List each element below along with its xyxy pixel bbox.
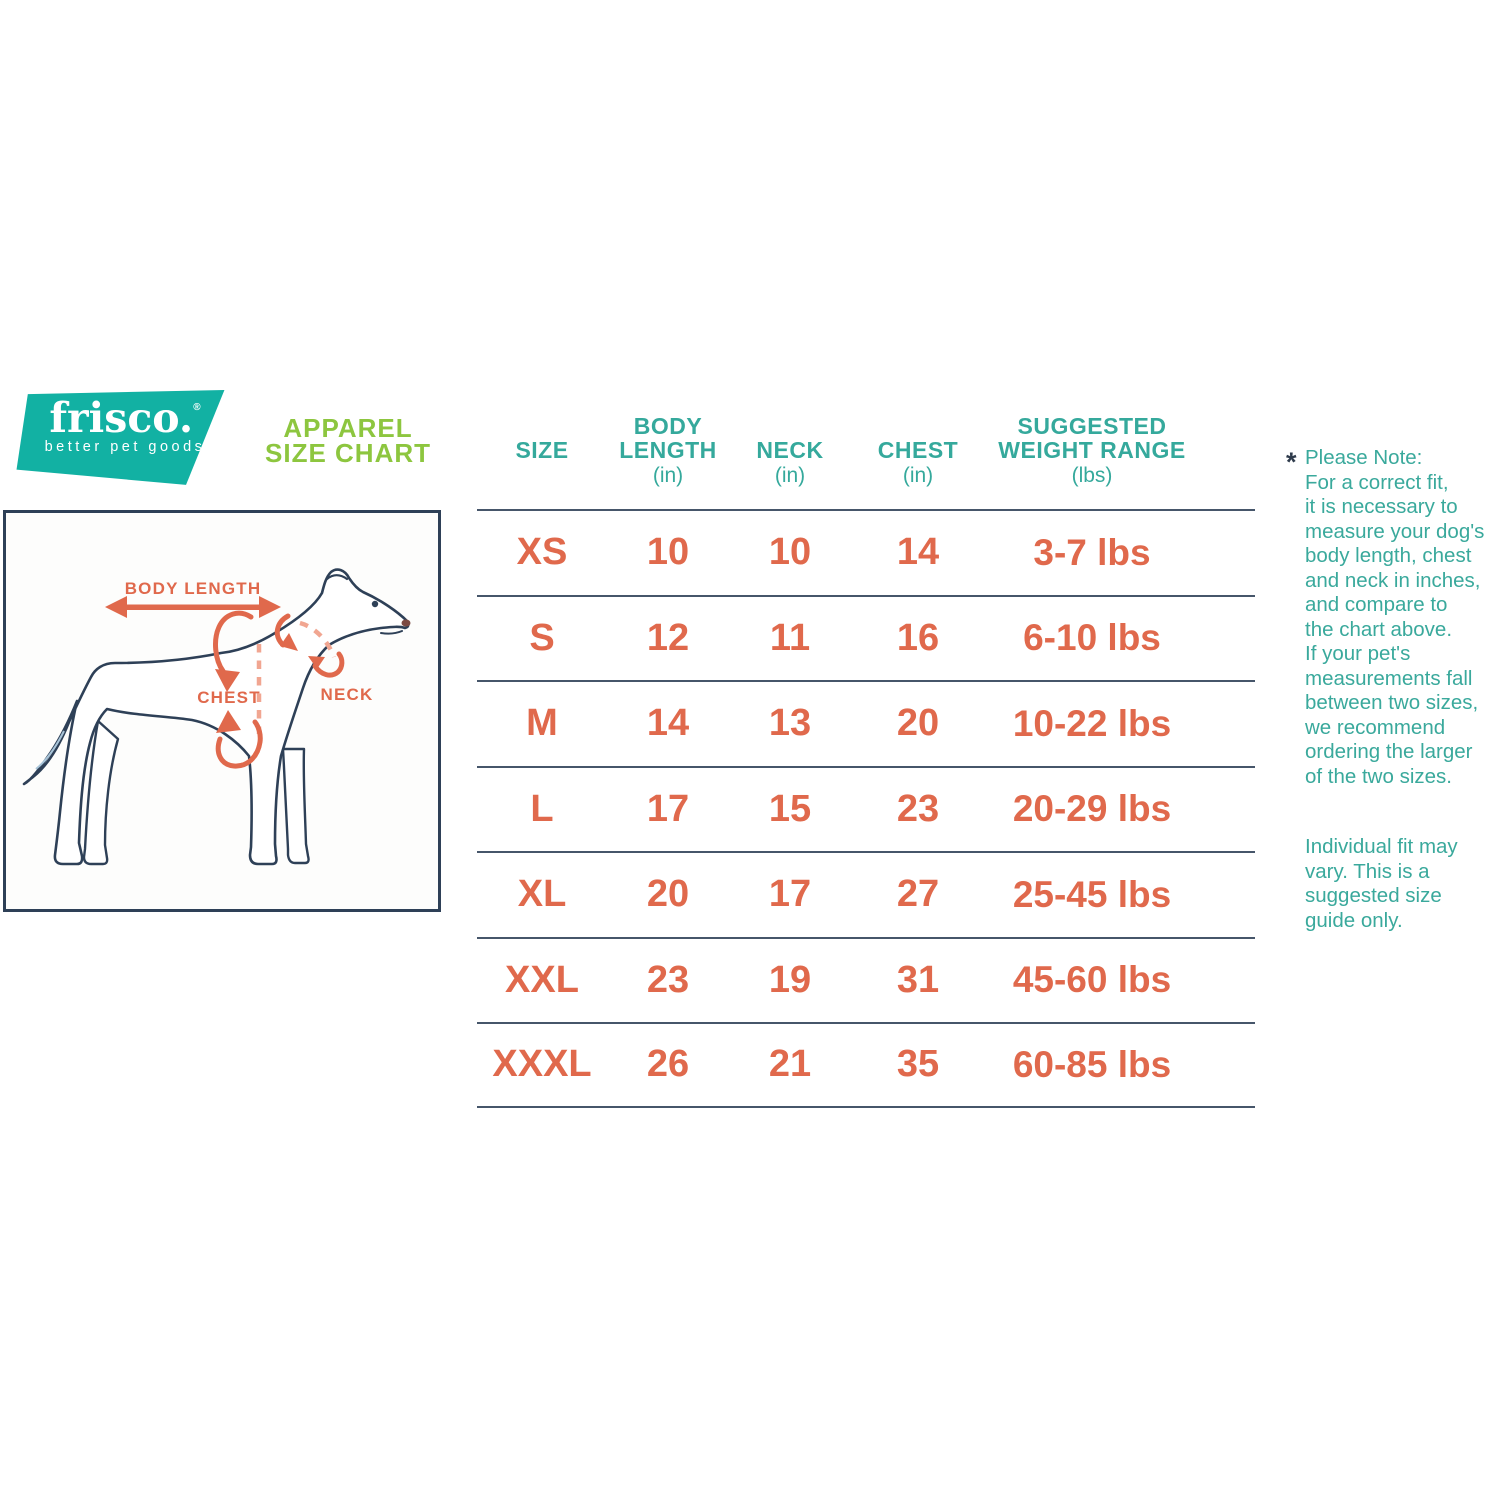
cell-size: L <box>530 787 554 830</box>
cell-size: XS <box>516 531 568 574</box>
neck-arrowhead-down <box>280 633 298 651</box>
header-unit: (in) <box>902 464 934 487</box>
cell-body-length: 10 <box>646 531 690 574</box>
cell-size: XXL <box>505 958 579 1001</box>
neck-ellipse-arrows <box>274 613 345 678</box>
table-row-l: L 17 15 23 20-29 lbs <box>477 765 1255 852</box>
cell-weight: 6-10 lbs <box>1023 617 1161 659</box>
table-row-s: S 12 11 16 6-10 lbs <box>477 594 1255 681</box>
chest-label: CHEST <box>197 688 261 707</box>
tail-highlight-line <box>35 730 65 770</box>
chest-arrowhead-up <box>216 710 241 733</box>
arrowhead-left <box>105 596 127 618</box>
cell-chest: 35 <box>896 1043 940 1086</box>
cell-size: M <box>526 702 558 745</box>
body-length-arrow <box>105 596 281 618</box>
header-label: SUGGESTED WEIGHT RANGE <box>998 413 1186 463</box>
cell-chest: 14 <box>896 531 940 574</box>
cell-weight: 20-29 lbs <box>1012 788 1172 830</box>
dog-diagram-svg: BODY LENGTH CHEST NECK <box>22 568 411 866</box>
col-header-body-length: BODY LENGTH (in) <box>607 400 729 509</box>
cell-neck: 21 <box>768 1043 812 1086</box>
header-label: BODY LENGTH <box>619 413 717 463</box>
cell-chest: 16 <box>896 616 940 659</box>
size-table: SIZE BODY LENGTH (in) NECK (in) CHEST (i… <box>477 400 1255 1108</box>
cell-chest: 23 <box>896 787 940 830</box>
col-header-weight-range: SUGGESTED WEIGHT RANGE (lbs) <box>985 400 1255 509</box>
cell-weight: 25-45 lbs <box>1012 873 1172 915</box>
cell-neck: 15 <box>768 787 812 830</box>
header-unit: (in) <box>774 464 806 487</box>
cell-neck: 17 <box>768 873 812 916</box>
neck-dashed-arc <box>299 620 337 658</box>
body-length-label: BODY LENGTH <box>125 579 262 598</box>
note-paragraph-1: Please Note: For a correct fit, it is ne… <box>1305 446 1485 788</box>
frisco-logo-wordmark: frisco.® <box>17 398 225 439</box>
table-row-xs: XS 10 10 14 3-7 lbs <box>477 509 1255 595</box>
dog-face-details <box>325 574 411 635</box>
cell-weight: 10-22 lbs <box>1012 702 1172 744</box>
cell-chest: 31 <box>896 958 940 1001</box>
nose-dot <box>401 619 411 627</box>
arrowhead-right <box>259 596 281 618</box>
dog-illustration <box>22 568 410 866</box>
col-header-chest: CHEST (in) <box>851 400 985 509</box>
ear-inner-line <box>325 574 349 581</box>
cell-body-length: 17 <box>646 787 690 830</box>
logo-tagline: better pet goods <box>44 439 206 455</box>
table-row-xl: XL 20 17 27 25-45 lbs <box>477 851 1255 937</box>
table-row-xxxl: XXXL 26 21 35 60-85 lbs <box>477 1022 1255 1108</box>
cell-neck: 13 <box>768 702 812 745</box>
cell-size: XXXL <box>492 1043 592 1086</box>
cell-body-length: 26 <box>646 1043 690 1086</box>
cell-body-length: 23 <box>646 958 690 1001</box>
brand-text: frisco. <box>49 394 194 442</box>
cell-chest: 20 <box>896 702 940 745</box>
col-header-neck: NECK (in) <box>729 400 851 509</box>
cell-body-length: 14 <box>646 702 690 745</box>
cell-weight: 45-60 lbs <box>1012 959 1172 1001</box>
header-label: NECK <box>756 437 824 463</box>
table-row-m: M 14 13 20 10-22 lbs <box>477 680 1255 766</box>
cell-neck: 10 <box>768 531 812 574</box>
table-header-row: SIZE BODY LENGTH (in) NECK (in) CHEST (i… <box>477 400 1255 509</box>
cell-neck: 19 <box>768 958 812 1001</box>
table-row-xxl: XXL 23 19 31 45-60 lbs <box>477 936 1255 1023</box>
header-unit: (lbs) <box>1071 464 1113 487</box>
chest-arrowhead-down <box>215 669 240 692</box>
chest-ellipse-arrows <box>213 610 263 769</box>
dog-measurement-diagram: BODY LENGTH CHEST NECK <box>3 510 441 912</box>
cell-weight: 3-7 lbs <box>1033 531 1151 573</box>
dog-far-legs <box>82 719 310 866</box>
mouth-line <box>380 630 403 635</box>
cell-size: XL <box>517 873 567 916</box>
cell-chest: 27 <box>896 873 940 916</box>
cell-body-length: 12 <box>646 616 690 659</box>
page-title: APPAREL SIZE CHART <box>265 413 431 468</box>
cell-weight: 60-85 lbs <box>1012 1043 1172 1085</box>
neck-arrowhead-up <box>308 656 325 669</box>
cell-size: S <box>529 616 555 659</box>
sizing-note: * Please Note: For a correct fit, it is … <box>1286 446 1500 933</box>
eye-dot <box>371 600 379 608</box>
cell-body-length: 20 <box>646 873 690 916</box>
frisco-logo-banner: frisco.® better pet goods <box>16 390 225 485</box>
header-label: CHEST <box>877 437 959 463</box>
registered-mark: ® <box>193 402 201 413</box>
neck-label: NECK <box>321 685 374 704</box>
header-unit: (in) <box>652 464 684 487</box>
asterisk: * <box>1286 447 1297 477</box>
note-paragraph-2: Individual fit may vary. This is a sugge… <box>1305 835 1458 932</box>
cell-neck: 11 <box>769 616 811 659</box>
col-header-size: SIZE <box>477 400 607 509</box>
header-label: SIZE <box>515 437 569 463</box>
